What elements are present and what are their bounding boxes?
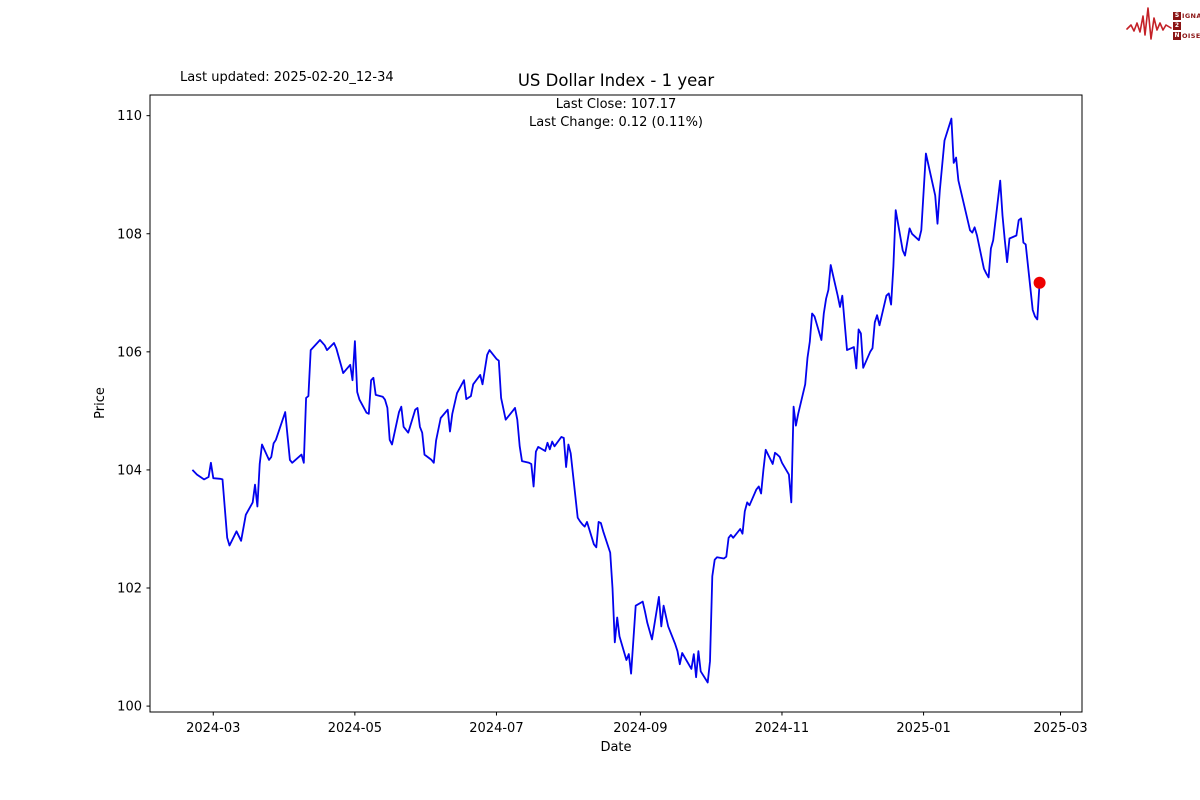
y-axis-ticks: 100 102 104 106 108 110 (117, 109, 150, 715)
x-tick-label: 2025-01 (896, 721, 950, 736)
x-tick-label: 2024-09 (613, 721, 667, 736)
logo-text: S IGNAL 2 N OISE (1173, 11, 1200, 41)
logo-letter-s: S (1173, 11, 1181, 20)
x-tick-label: 2025-03 (1033, 721, 1087, 736)
x-axis-ticks: 2024-03 2024-05 2024-07 2024-09 2024-11 2025-… (186, 712, 1088, 736)
logo-letter-2: 2 (1173, 21, 1181, 30)
last-close-text: Last Close: 107.17 (555, 97, 677, 112)
x-tick-label: 2024-05 (328, 721, 382, 736)
x-tick-label: 2024-11 (755, 721, 809, 736)
chart-subtitle: Last Close: 107.17 Last Change: 0.12 (0.… (150, 96, 1082, 131)
chart-title: US Dollar Index - 1 year (517, 71, 715, 90)
y-tick-label: 108 (117, 227, 142, 242)
last-change-text: Last Change: 0.12 (0.11%) (528, 114, 703, 130)
y-tick-label: 110 (117, 109, 142, 124)
logo-row-2: 2 (1173, 21, 1200, 30)
logo-letter-n: N (1173, 31, 1181, 40)
plot-frame (149, 94, 1083, 713)
y-tick-label: 106 (117, 345, 142, 360)
heartbeat-waveform-icon (1126, 7, 1172, 40)
logo-row-noise: N OISE (1173, 31, 1200, 40)
y-tick-label: 102 (117, 582, 142, 597)
logo-word-oise: OISE (1182, 31, 1200, 40)
y-tick-label: 104 (117, 463, 142, 478)
logo-word-ignal: IGNAL (1182, 11, 1200, 20)
y-tick-label: 100 (117, 700, 142, 715)
last-close-marker (1033, 276, 1046, 289)
x-axis-label: Date (600, 740, 631, 755)
signal2noise-logo: S IGNAL 2 N OISE (1126, 4, 1200, 48)
x-tick-label: 2024-03 (186, 721, 240, 736)
price-line (191, 117, 1041, 684)
logo-row-signal: S IGNAL (1173, 11, 1200, 20)
last-updated-text: Last updated: 2025-02-20_12-34 (180, 70, 394, 85)
x-tick-label: 2024-07 (469, 721, 523, 736)
y-axis-label: Price (93, 387, 108, 419)
